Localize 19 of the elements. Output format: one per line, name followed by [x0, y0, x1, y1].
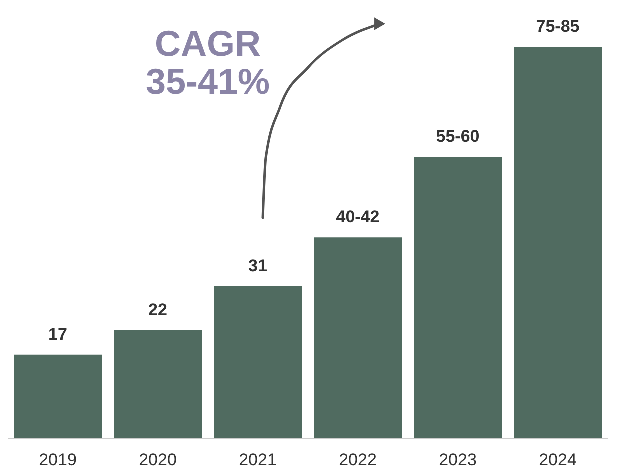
bar: [514, 47, 602, 438]
x-tick-label: 2023: [439, 450, 477, 470]
x-tick-label: 2020: [139, 450, 177, 470]
bar: [314, 238, 402, 438]
data-label: 75-85: [536, 17, 580, 36]
bar: [214, 286, 302, 438]
x-tick-label: 2024: [539, 450, 577, 470]
data-label: 40-42: [336, 208, 380, 227]
data-label: 22: [148, 300, 168, 320]
annotation: CAGR 35-41%: [146, 23, 270, 102]
data-label: 17: [48, 324, 68, 344]
data-label: 31: [248, 256, 268, 276]
x-tick-label: 2019: [39, 450, 77, 470]
bar: [114, 330, 202, 438]
x-tick-label: 2022: [339, 450, 377, 470]
data-label: 55-60: [436, 127, 480, 146]
bar: [414, 157, 502, 438]
x-tick-label: 2021: [239, 450, 277, 470]
bar: [14, 354, 102, 438]
